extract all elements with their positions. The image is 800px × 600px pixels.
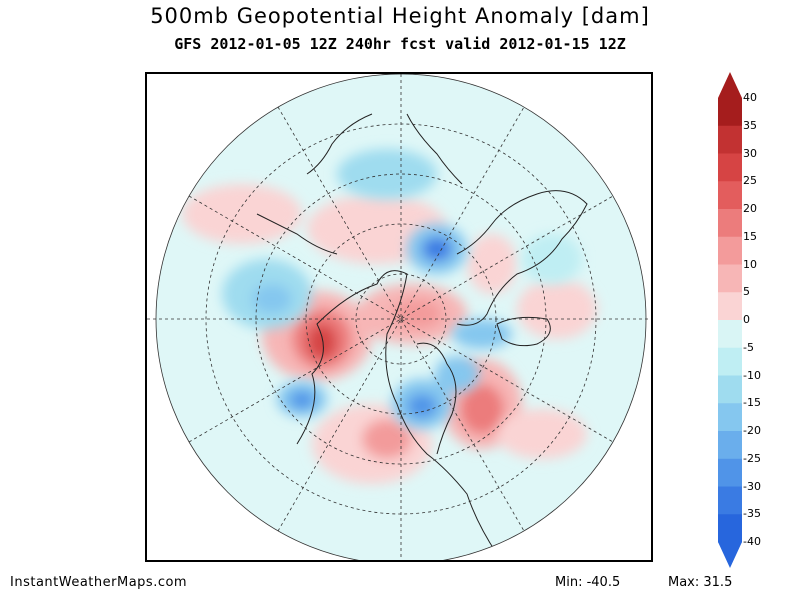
min-value: Min: -40.5 <box>555 575 621 590</box>
colorbar-swatch <box>718 98 742 127</box>
colorbar-swatch <box>718 514 742 543</box>
colorbar-tick-label: 20 <box>743 202 757 215</box>
colorbar-tick-label: -40 <box>743 535 761 548</box>
colorbar-swatch <box>718 264 742 293</box>
colorbar-swatch <box>718 125 742 154</box>
colorbar-swatch <box>718 431 742 460</box>
colorbar-tick-label: -35 <box>743 507 761 521</box>
colorbar-tick-label: 15 <box>743 229 757 243</box>
colorbar-swatch <box>718 292 742 321</box>
max-value: Max: 31.5 <box>668 575 733 590</box>
map-svg <box>147 74 651 560</box>
chart-subtitle: GFS 2012-01-05 12Z 240hr fcst valid 2012… <box>174 35 626 53</box>
colorbar-tick-label: 5 <box>743 285 750 299</box>
colorbar-tick-label: -20 <box>743 424 761 437</box>
colorbar-swatch <box>718 181 742 210</box>
colorbar-tick-label: 40 <box>743 91 757 104</box>
colorbar-tick-label: -30 <box>743 479 761 493</box>
colorbar-swatch <box>718 458 742 487</box>
polar-map <box>145 72 653 562</box>
colorbar-bottom-arrow <box>718 542 742 568</box>
negative-anomalies <box>222 149 582 429</box>
color-scale-bar <box>718 72 742 568</box>
colorbar-tick-label: -15 <box>743 396 761 410</box>
colorbar-swatch <box>718 236 742 265</box>
colorbar-swatch <box>718 375 742 404</box>
colorbar-swatch <box>718 153 742 182</box>
colorbar-tick-label: 10 <box>743 257 757 271</box>
chart-title: 500mb Geopotential Height Anomaly [dam] <box>150 4 650 28</box>
colorbar-swatch <box>718 320 742 349</box>
colorbar-tick-label: 30 <box>743 146 757 160</box>
colorbar-tick-label: -5 <box>743 340 754 354</box>
colorbar-tick-label: 35 <box>743 118 757 132</box>
colorbar-swatch <box>718 347 742 376</box>
anomaly-field <box>182 113 597 560</box>
colorbar-top-arrow <box>718 72 742 98</box>
colorbar-swatch <box>718 209 742 238</box>
colorbar-swatch <box>718 403 742 432</box>
colorbar-tick-label: 0 <box>743 313 750 326</box>
graticule <box>147 74 651 560</box>
coastlines <box>256 113 588 560</box>
colorbar-tick-label: 25 <box>743 174 757 188</box>
colorbar-tick-label: -10 <box>743 368 761 382</box>
colorbar-tick-label: -25 <box>743 451 761 465</box>
colorbar-swatch <box>718 486 742 515</box>
hemisphere-edge <box>155 74 647 560</box>
site-credit: InstantWeatherMaps.com <box>10 575 188 590</box>
